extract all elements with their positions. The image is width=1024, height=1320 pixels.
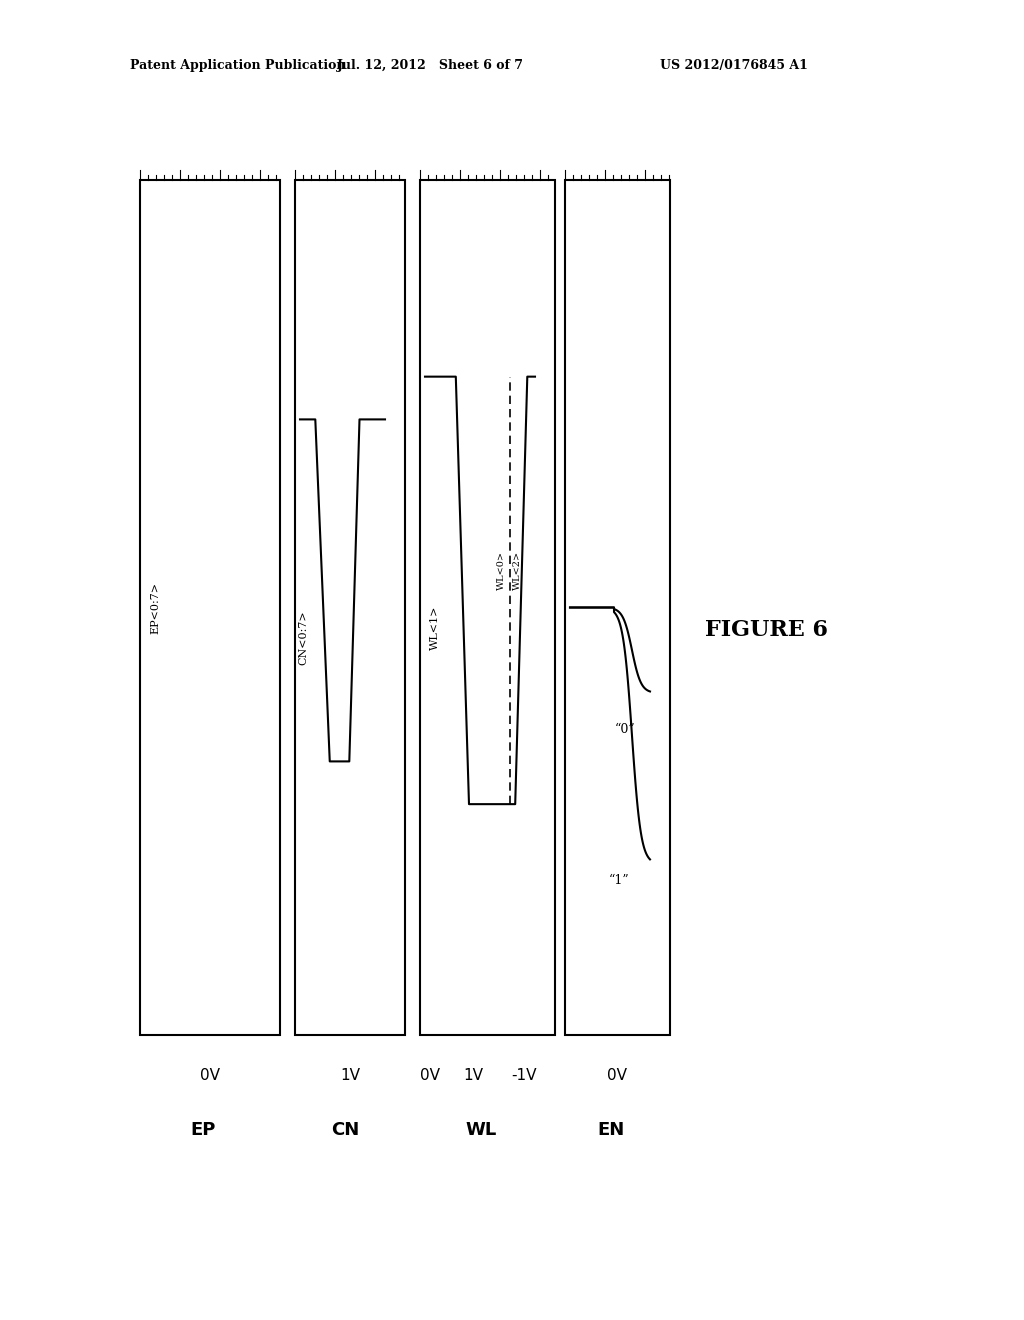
Text: 0V: 0V bbox=[200, 1068, 220, 1082]
Text: WL<1>: WL<1> bbox=[430, 606, 440, 649]
Text: 0V: 0V bbox=[420, 1068, 440, 1082]
Text: -1V: -1V bbox=[511, 1068, 537, 1082]
Text: CN<0:7>: CN<0:7> bbox=[298, 610, 308, 665]
Text: WL<2>: WL<2> bbox=[513, 550, 522, 590]
Text: US 2012/0176845 A1: US 2012/0176845 A1 bbox=[660, 58, 808, 71]
Bar bbox=[295, 180, 406, 1035]
Bar bbox=[420, 180, 555, 1035]
Text: 1V: 1V bbox=[340, 1068, 360, 1082]
Text: WL<0>: WL<0> bbox=[498, 550, 506, 590]
Bar bbox=[140, 180, 280, 1035]
Text: Jul. 12, 2012   Sheet 6 of 7: Jul. 12, 2012 Sheet 6 of 7 bbox=[337, 58, 523, 71]
Text: 1V: 1V bbox=[463, 1068, 483, 1082]
Text: “1”: “1” bbox=[608, 874, 629, 887]
Text: EP<0:7>: EP<0:7> bbox=[150, 582, 160, 634]
Text: “0”: “0” bbox=[614, 723, 635, 737]
Text: 0V: 0V bbox=[607, 1068, 628, 1082]
Text: CN: CN bbox=[331, 1121, 359, 1139]
Text: EN: EN bbox=[597, 1121, 625, 1139]
Text: EP: EP bbox=[190, 1121, 216, 1139]
Text: FIGURE 6: FIGURE 6 bbox=[705, 619, 828, 642]
Bar bbox=[565, 180, 670, 1035]
Text: WL: WL bbox=[465, 1121, 497, 1139]
Text: Patent Application Publication: Patent Application Publication bbox=[130, 58, 345, 71]
